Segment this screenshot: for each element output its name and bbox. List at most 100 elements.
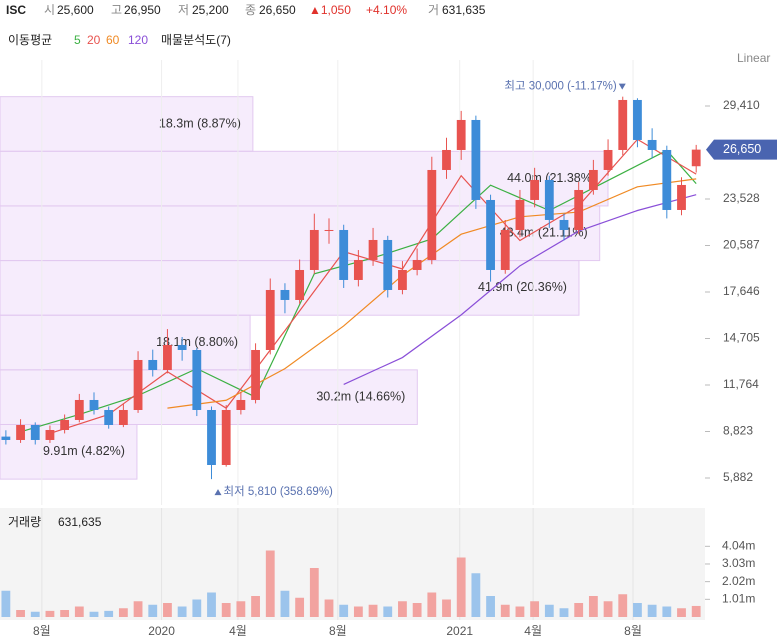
candle-body xyxy=(45,429,55,440)
profile-bar xyxy=(0,150,609,207)
volume-bar xyxy=(412,603,422,617)
ma-line xyxy=(343,194,697,385)
high-annotation: 최고 30,000 (-11.17%) xyxy=(504,80,617,93)
volume-bar xyxy=(104,610,114,617)
label: 거 xyxy=(428,3,439,17)
profile-bar xyxy=(0,205,601,262)
volume-bar xyxy=(398,601,407,617)
candle-body xyxy=(221,409,231,465)
candle-body xyxy=(207,409,216,465)
candle-body xyxy=(530,179,540,200)
volume-bar xyxy=(309,568,319,617)
volume-bar xyxy=(16,610,25,617)
volume-bar xyxy=(471,573,481,617)
candle-body xyxy=(353,259,363,280)
volume-bar xyxy=(133,601,143,617)
y-tick-label: 29,410 xyxy=(723,98,760,112)
value: 25,200 xyxy=(192,3,229,17)
candle-body xyxy=(588,169,598,190)
candle-body xyxy=(324,229,334,231)
volume-bar xyxy=(163,603,172,617)
x-tick-label: 4월 xyxy=(229,624,247,638)
candle-body xyxy=(442,149,451,170)
volume-bar xyxy=(383,606,393,617)
volume-bar xyxy=(324,599,334,617)
profile-label: 18.1m (8.80%) xyxy=(156,335,238,349)
profile-label: 18.3m (8.87%) xyxy=(159,116,241,130)
candle-body xyxy=(412,259,422,270)
ma-legend: 60 xyxy=(106,33,120,47)
y-tick-label: 20,587 xyxy=(723,238,760,252)
candle-body xyxy=(471,119,481,200)
profile-title: 매물분석도(7) xyxy=(161,33,231,47)
label: 종 xyxy=(245,3,256,17)
volume-bar xyxy=(280,590,290,617)
symbol: ISC xyxy=(6,3,26,17)
candle-body xyxy=(74,399,84,420)
candle-body xyxy=(1,436,11,440)
last-price-tag xyxy=(706,139,777,160)
volume-bar xyxy=(148,604,158,617)
candle-body xyxy=(574,189,584,230)
y-tick-label: 4.04m xyxy=(722,538,755,552)
volume-bar xyxy=(500,604,510,617)
volume-panel xyxy=(0,508,705,620)
volume-bar xyxy=(456,557,466,617)
volume-bar xyxy=(45,610,55,617)
candle-body xyxy=(633,99,642,140)
x-tick-label: 8월 xyxy=(624,624,642,638)
volume-bar xyxy=(574,603,584,617)
volume-bar xyxy=(353,606,363,617)
candle-body xyxy=(177,344,187,350)
candle-body xyxy=(559,219,569,230)
x-tick-label: 2020 xyxy=(148,624,175,638)
value: 26,950 xyxy=(124,3,161,17)
y-tick-label: 23,528 xyxy=(723,191,760,205)
candle-body xyxy=(163,344,172,370)
volume-bar xyxy=(515,606,525,617)
candle-body xyxy=(456,119,466,150)
volume-bar xyxy=(30,611,40,617)
y-tick-label: 2.02m xyxy=(722,574,755,588)
candle-body xyxy=(383,239,393,290)
low-annotation: 최저 5,810 (358.69%) xyxy=(224,485,334,498)
volume-title: 거래량 xyxy=(8,515,41,529)
volume-bar xyxy=(588,596,598,617)
high-arrow xyxy=(618,83,626,90)
y-tick-label: 17,646 xyxy=(723,284,760,298)
volume-bar xyxy=(618,594,628,617)
last-price-label: 26,650 xyxy=(723,142,761,156)
volume-bar xyxy=(89,611,99,617)
volume-bar xyxy=(368,604,378,617)
candle-body xyxy=(677,184,686,210)
volume-bar xyxy=(691,605,701,617)
profile-label: 9.91m (4.82%) xyxy=(43,444,125,458)
volume-bar xyxy=(486,596,495,617)
candle-body xyxy=(515,199,525,230)
scale-label: Linear xyxy=(737,51,770,65)
volume-bar xyxy=(295,597,305,617)
candle-body xyxy=(295,269,305,300)
volume-bar xyxy=(265,550,275,617)
value: 631,635 xyxy=(442,3,486,17)
volume-bar xyxy=(603,601,613,617)
volume-bar xyxy=(236,601,246,617)
label: 시 xyxy=(44,3,55,17)
candle-body xyxy=(104,409,114,425)
ma-legend: 5 xyxy=(74,33,81,47)
candle-body xyxy=(691,149,701,167)
candle-body xyxy=(236,399,246,410)
profile-label: 44.0m (21.38%) xyxy=(507,171,596,185)
candle-body xyxy=(398,269,407,290)
volume-bar xyxy=(207,592,216,617)
volume-bar xyxy=(221,603,231,617)
volume-bar xyxy=(427,592,437,617)
volume-bar xyxy=(633,603,642,617)
x-tick-label: 4월 xyxy=(524,624,542,638)
label: 고 xyxy=(111,3,122,17)
candle-body xyxy=(544,179,554,220)
volume-bar xyxy=(442,599,451,617)
value: 26,650 xyxy=(259,3,296,17)
volume-bar xyxy=(1,590,11,617)
